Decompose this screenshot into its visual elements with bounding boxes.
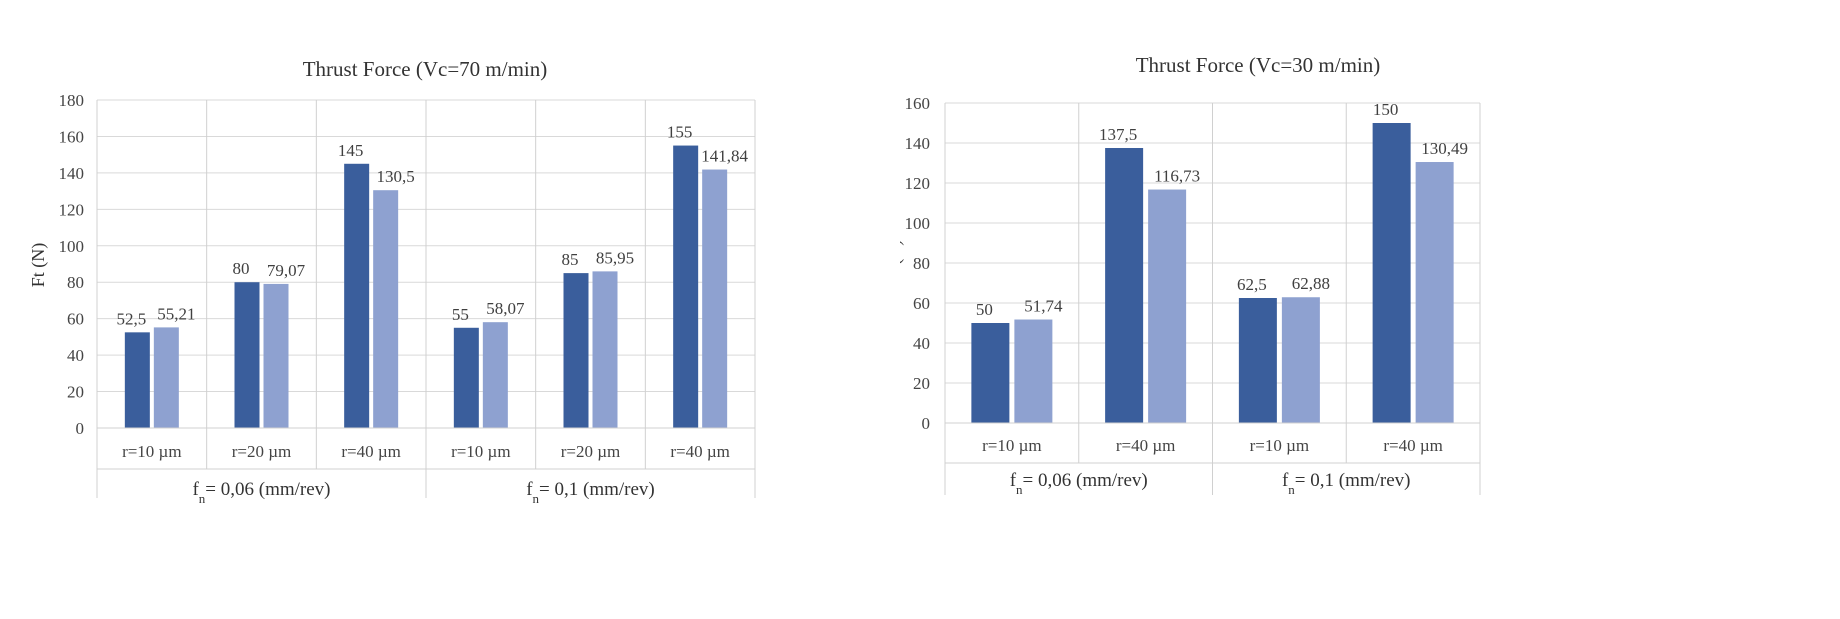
chart2-ytick-label: 20 xyxy=(913,374,930,393)
chart1-category-label: r=10 µm xyxy=(122,442,182,461)
chart1-data-label: 85,95 xyxy=(596,248,634,267)
chart1-ytick-label: 40 xyxy=(67,346,84,365)
chart1-ytick-label: 120 xyxy=(59,200,85,219)
chart1-ytick-label: 160 xyxy=(59,127,85,146)
chart-vc70-svg: Thrust Force (Vc=70 m/min) Ft (N) 0 20 40 60 8… xyxy=(28,57,756,506)
chart1-category-label: r=10 µm xyxy=(451,442,511,461)
chart1-data-label: 58,07 xyxy=(486,299,525,318)
chart1-data-label: 155 xyxy=(667,123,693,142)
chart-vc30: Thrust Force (Vc=30 m/min) Ft (N) 0 20 40 60 8… xyxy=(884,0,1840,614)
chart2-ytick-label: 120 xyxy=(905,174,931,193)
chart1-data-label: 55 xyxy=(452,305,469,324)
chart2-ytick-label: 100 xyxy=(905,214,931,233)
chart2-data-label: 150 xyxy=(1373,100,1399,119)
chart2-data-label: 62,88 xyxy=(1292,274,1330,293)
chart2-data-label: 130,49 xyxy=(1421,139,1468,158)
chart1-data-label: 141,84 xyxy=(701,147,748,166)
chart2-bar-series2 xyxy=(1014,319,1053,423)
chart2-bar-series2 xyxy=(1415,162,1454,423)
chart1-bar-series1 xyxy=(234,282,260,428)
chart1-bar-series2 xyxy=(153,327,179,428)
chart2-category-label: r=40 µm xyxy=(1383,436,1443,455)
chart2-group-label: fn= 0,1 (mm/rev) xyxy=(1282,470,1411,497)
chart2-data-label: 62,5 xyxy=(1237,275,1267,294)
chart1-category-label: r=40 µm xyxy=(341,442,401,461)
chart2-category-label: r=10 µm xyxy=(1250,436,1310,455)
chart1-ytick-label: 20 xyxy=(67,383,84,402)
chart1-ytick-label: 0 xyxy=(76,419,85,438)
chart2-bar-series2 xyxy=(1148,189,1187,423)
chart1-data-label: 52,5 xyxy=(116,309,146,328)
chart1-ylabel: Ft (N) xyxy=(28,243,49,288)
chart1-ytick-label: 100 xyxy=(59,237,85,256)
chart1-ytick-label: 60 xyxy=(67,310,84,329)
chart1-bar-series2 xyxy=(263,283,289,428)
chart1-bar-series2 xyxy=(592,271,618,428)
chart1-data-label: 79,07 xyxy=(267,261,306,280)
chart1-bar-series2 xyxy=(702,169,728,428)
chart2-ytick-label: 40 xyxy=(913,334,930,353)
chart2-category-label: r=40 µm xyxy=(1116,436,1176,455)
chart1-ytick-label: 140 xyxy=(59,164,85,183)
chart1-data-label: 145 xyxy=(338,141,364,160)
chart2-ytick-label: 0 xyxy=(922,414,931,433)
chart2-ytick-label: 80 xyxy=(913,254,930,273)
chart1-data-label: 85 xyxy=(562,250,579,269)
chart1-group-label: fn= 0,1 (mm/rev) xyxy=(526,479,655,506)
chart2-data-label: 137,5 xyxy=(1099,125,1137,144)
chart1-bar-series2 xyxy=(482,322,508,428)
chart-vc30-svg: Thrust Force (Vc=30 m/min) Ft (N) 0 20 40 60 8… xyxy=(884,53,1481,497)
chart2-data-label: 116,73 xyxy=(1154,167,1200,186)
chart-vc70: Thrust Force (Vc=70 m/min) Ft (N) 0 20 40 60 8… xyxy=(0,0,900,614)
chart1-ytick-label: 180 xyxy=(59,91,85,110)
chart1-bar-series1 xyxy=(673,145,699,429)
chart1-bar-series1 xyxy=(124,332,150,428)
chart1-group-label: fn= 0,06 (mm/rev) xyxy=(192,479,330,506)
chart2-ytick-label: 160 xyxy=(905,94,931,113)
chart2-data-label: 51,74 xyxy=(1024,297,1063,316)
chart1-bar-series2 xyxy=(373,190,399,428)
chart2-ylabel: Ft (N) xyxy=(900,240,905,285)
chart2-data-label: 50 xyxy=(976,300,993,319)
chart1-category-label: r=20 µm xyxy=(561,442,621,461)
chart1-category-label: r=20 µm xyxy=(232,442,292,461)
chart1-data-label: 130,5 xyxy=(377,167,415,186)
chart2-group-label: fn= 0,06 (mm/rev) xyxy=(1010,470,1148,497)
chart1-title: Thrust Force (Vc=70 m/min) xyxy=(303,57,548,81)
chart1-bar-series1 xyxy=(453,327,479,428)
chart2-title: Thrust Force (Vc=30 m/min) xyxy=(1136,53,1381,77)
chart2-ytick-label: 60 xyxy=(913,294,930,313)
chart1-category-label: r=40 µm xyxy=(670,442,730,461)
chart1-data-label: 55,21 xyxy=(157,304,195,323)
chart1-bar-series1 xyxy=(344,163,370,428)
chart2-category-label: r=10 µm xyxy=(982,436,1042,455)
chart2-bar-series2 xyxy=(1281,297,1320,423)
chart2-bar-series1 xyxy=(971,323,1010,423)
chart2-bar-series1 xyxy=(1238,298,1277,423)
chart1-data-label: 80 xyxy=(233,259,250,278)
chart2-ytick-label: 140 xyxy=(905,134,931,153)
chart2-bar-series1 xyxy=(1105,148,1144,423)
chart2-bar-series1 xyxy=(1372,123,1411,423)
chart1-bar-series1 xyxy=(563,273,589,428)
chart1-ytick-label: 80 xyxy=(67,273,84,292)
